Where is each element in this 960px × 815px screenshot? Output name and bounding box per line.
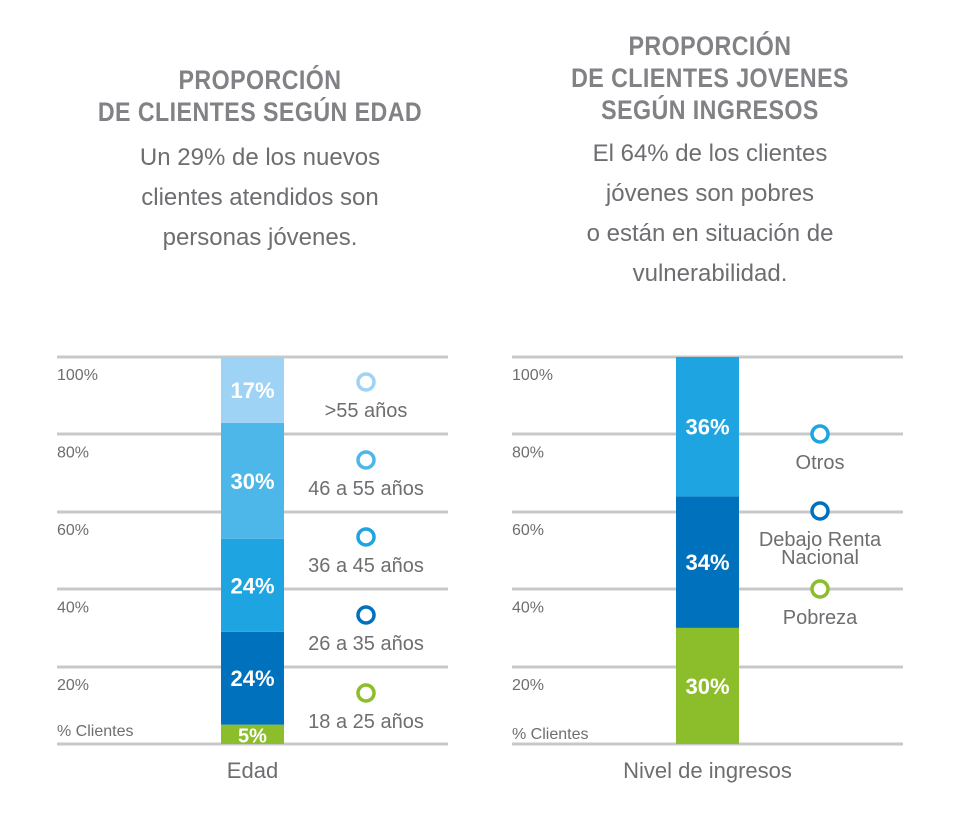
chart2-title-line: DE CLIENTES JOVENES	[571, 63, 849, 93]
chart2-legend-label: Otros	[796, 452, 845, 474]
chart2-legend-label: Debajo Renta	[759, 529, 882, 551]
chart2-legend-marker	[810, 501, 830, 521]
chart2-ytick-label: 20%	[512, 677, 544, 694]
chart1-subtitle-line: Un 29% de los nuevos	[139, 144, 381, 171]
chart2-subtitle-line: o están en situación de	[586, 220, 834, 247]
chart2-data-label: 30%	[685, 674, 729, 699]
chart1-data-label: 24%	[230, 573, 274, 598]
chart1-bar-segment	[221, 724, 284, 744]
chart2-legend-marker	[810, 424, 830, 444]
chart2-title-line: SEGÚN INGRESOS	[601, 95, 819, 125]
chart2-legend-label: Nacional	[781, 547, 859, 569]
chart2-bar-segment	[676, 496, 739, 628]
chart2-subtitle-line: El 64% de los clientes	[592, 140, 828, 167]
chart2-data-label: 36%	[685, 415, 729, 440]
chart1-legend-marker	[356, 372, 376, 392]
chart1-legend-marker	[356, 527, 376, 547]
chart2-title-line: PROPORCIÓN	[628, 31, 792, 61]
chart1-ytick-label: 80%	[57, 445, 89, 462]
chart1-subtitle-line: clientes atendidos son	[141, 184, 379, 211]
chart2-legend-label: Pobreza	[783, 607, 858, 629]
chart1-ytick-label: 60%	[57, 522, 89, 539]
chart1-subtitle-line: personas jóvenes.	[162, 224, 358, 251]
chart1-bar-segment	[221, 631, 284, 725]
chart2-ytick-label: 40%	[512, 600, 544, 617]
chart1-ytick-label: 100%	[57, 367, 98, 384]
chart1-legend-marker	[356, 683, 376, 703]
chart2-ylabel: % Clientes	[512, 726, 588, 743]
chart1-data-label: 5%	[238, 725, 267, 747]
chart1-title-line: PROPORCIÓN	[178, 65, 342, 95]
chart2-bar-segment	[676, 357, 739, 497]
chart1-data-label: 30%	[230, 469, 274, 494]
chart1-data-label: 24%	[230, 666, 274, 691]
chart2-legend-marker	[810, 579, 830, 599]
chart2-subtitle-line: vulnerabilidad.	[632, 260, 788, 287]
chart1-ytick-label: 40%	[57, 600, 89, 617]
chart1-legend-label: 36 a 45 años	[308, 555, 424, 577]
chart1-title-line: DE CLIENTES SEGÚN EDAD	[97, 97, 423, 127]
chart2-xlabel: Nivel de ingresos	[623, 758, 792, 783]
chart1-subtitle: Un 29% de los nuevos clientes atendidos …	[50, 138, 470, 258]
chart1-bar-segment	[221, 538, 284, 632]
chart2-bar-segment	[676, 627, 739, 744]
chart2-ytick-label: 100%	[512, 367, 553, 384]
chart1-title: PROPORCIÓN DE CLIENTES SEGÚN EDAD	[79, 64, 440, 128]
chart1-legend-label: 18 a 25 años	[308, 711, 424, 733]
chart1-data-label: 17%	[230, 378, 274, 403]
chart1-legend-label: 46 a 55 años	[308, 478, 424, 500]
chart2-subtitle-line: jóvenes son pobres	[605, 180, 815, 207]
chart2-data-label: 34%	[685, 550, 729, 575]
chart2-title: PROPORCIÓN DE CLIENTES JOVENES SEGÚN ING…	[529, 30, 890, 126]
chart2-subtitle: El 64% de los clientes jóvenes son pobre…	[500, 134, 920, 294]
chart1-legend-marker	[356, 450, 376, 470]
chart1-bar-segment	[221, 422, 284, 539]
chart1-legend-marker	[356, 605, 376, 625]
chart1-ylabel: % Clientes	[57, 723, 133, 740]
chart1-ytick-label: 20%	[57, 677, 89, 694]
chart1-legend-label: 26 a 35 años	[308, 633, 424, 655]
chart2-ytick-label: 60%	[512, 522, 544, 539]
chart1-bar-segment	[221, 357, 284, 423]
chart1-xlabel: Edad	[227, 758, 278, 783]
chart1-legend-label: >55 años	[325, 400, 408, 422]
chart2-ytick-label: 80%	[512, 445, 544, 462]
